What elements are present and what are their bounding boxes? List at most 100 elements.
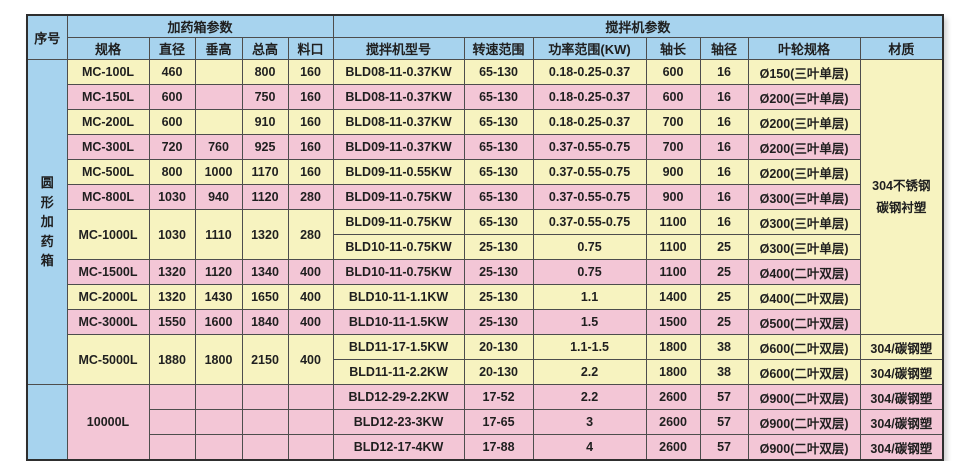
power-cell: 0.18-0.25-0.37 <box>532 59 647 85</box>
port-cell <box>287 434 334 461</box>
speed-cell: 65-130 <box>463 109 534 135</box>
diameter-cell: 1030 <box>148 209 196 260</box>
power-cell: 0.18-0.25-0.37 <box>532 109 647 135</box>
spec-cell: MC-1500L <box>66 259 150 285</box>
power-cell: 1.1 <box>532 284 647 310</box>
speed-cell: 25-130 <box>463 284 534 310</box>
table-row: BLD12-17-4KW 17-88 4 2600 57 Ø900(二叶双层) … <box>27 434 944 461</box>
shaft-diameter-cell: 16 <box>699 59 749 85</box>
table-row: MC-800L 1030 940 1120 280 BLD09-11-0.75K… <box>27 184 943 210</box>
total-height-cell: 910 <box>241 109 289 135</box>
port-cell: 160 <box>287 59 334 85</box>
table-row: MC-5000L 1880 1800 2150 400 BLD11-17-1.5… <box>27 334 944 385</box>
impeller-cell: Ø400(二叶双层) <box>747 284 861 310</box>
height-cell <box>194 409 243 435</box>
port-cell: 160 <box>287 84 334 110</box>
diameter-cell: 600 <box>148 84 196 110</box>
shaft-length-cell: 1100 <box>645 234 701 260</box>
port-cell: 400 <box>287 259 334 285</box>
speed-cell: 65-130 <box>463 84 534 110</box>
total-height-cell: 750 <box>241 84 289 110</box>
spec-cell: MC-300L <box>66 134 150 160</box>
speed-cell: 65-130 <box>463 184 534 210</box>
speed-cell: 25-130 <box>463 309 534 335</box>
category-cell-empty <box>26 384 68 461</box>
height-cell <box>194 59 243 85</box>
table-row: MC-300L 720 760 925 160 BLD09-11-0.37KW … <box>27 134 943 160</box>
impeller-cell: Ø500(二叶双层) <box>747 309 861 335</box>
model-cell: BLD12-17-4KW <box>332 434 465 461</box>
mixer-group-header: 搅拌机参数 <box>332 14 944 38</box>
shaft-length-header: 轴长 <box>645 37 701 60</box>
diameter-header: 直径 <box>148 37 196 60</box>
impeller-cell: Ø600(二叶双层) <box>747 334 861 360</box>
height-cell <box>194 84 243 110</box>
shaft-diameter-cell: 25 <box>699 284 749 310</box>
impeller-cell: Ø900(二叶双层) <box>747 434 861 461</box>
diameter-cell: 1320 <box>148 259 196 285</box>
model-cell: BLD08-11-0.37KW <box>332 109 465 135</box>
diameter-cell <box>148 384 196 410</box>
total-height-cell: 1340 <box>241 259 289 285</box>
diameter-cell: 720 <box>148 134 196 160</box>
impeller-cell: Ø400(二叶双层) <box>747 259 861 285</box>
diameter-cell <box>148 434 196 461</box>
diameter-cell: 1880 <box>148 334 196 385</box>
speed-cell: 25-130 <box>463 234 534 260</box>
table-row: MC-2000L 1320 1430 1650 400 BLD10-11-1.1… <box>27 284 943 310</box>
impeller-cell: Ø200(三叶单层) <box>747 84 861 110</box>
shaft-diameter-cell: 25 <box>699 309 749 335</box>
table-row: MC-1500L 1320 1120 1340 400 BLD10-11-0.7… <box>27 259 943 285</box>
power-header: 功率范围(KW) <box>532 37 647 60</box>
height-cell: 1120 <box>194 259 243 285</box>
power-cell: 4 <box>532 434 647 461</box>
model-cell: BLD08-11-0.37KW <box>332 84 465 110</box>
total-height-cell: 1320 <box>241 209 289 260</box>
table-row: MC-1000L 1030 1110 1320 280 BLD09-11-0.7… <box>27 209 943 260</box>
power-cell: 0.37-0.55-0.75 <box>532 159 647 185</box>
table-row: BLD12-23-3KW 17-65 3 2600 57 Ø900(二叶双层) … <box>27 409 944 435</box>
diameter-cell: 600 <box>148 109 196 135</box>
impeller-cell: Ø200(三叶单层) <box>747 134 861 160</box>
power-cell: 0.37-0.55-0.75 <box>532 134 647 160</box>
port-cell: 400 <box>287 334 334 385</box>
spec-cell: MC-150L <box>66 84 150 110</box>
speed-cell: 65-130 <box>463 209 534 235</box>
port-header: 料口 <box>287 37 334 60</box>
spec-cell: MC-1000L <box>66 209 150 260</box>
port-cell <box>287 384 334 410</box>
power-cell: 0.75 <box>532 234 647 260</box>
impeller-cell: Ø300(三叶单层) <box>747 234 861 260</box>
shaft-length-cell: 2600 <box>645 384 701 410</box>
total-height-cell <box>241 434 289 461</box>
port-cell: 400 <box>287 309 334 335</box>
table-row: 10000L BLD12-29-2.2KW 17-52 2.2 2600 57 … <box>26 384 944 461</box>
shaft-length-cell: 1500 <box>645 309 701 335</box>
speed-cell: 20-130 <box>463 359 534 385</box>
diameter-cell: 460 <box>148 59 196 85</box>
height-header: 垂高 <box>194 37 243 60</box>
port-cell: 280 <box>287 209 334 260</box>
impeller-cell: Ø200(三叶单层) <box>747 109 861 135</box>
shaft-length-cell: 900 <box>645 184 701 210</box>
spec-cell: 10000L <box>66 384 150 461</box>
port-cell <box>287 409 334 435</box>
table-row: BLD10-11-0.75KW 25-130 0.75 1100 25 Ø300… <box>27 234 943 260</box>
total-height-cell: 1170 <box>241 159 289 185</box>
table-row: MC-500L 800 1000 1170 160 BLD09-11-0.55K… <box>27 159 943 185</box>
table-row: MC-200L 600 910 160 BLD08-11-0.37KW 65-1… <box>27 109 943 135</box>
power-cell: 2.2 <box>532 384 647 410</box>
table-row: MC-150L 600 750 160 BLD08-11-0.37KW 65-1… <box>27 84 943 110</box>
total-height-cell: 1650 <box>241 284 289 310</box>
shaft-diameter-cell: 25 <box>699 234 749 260</box>
shaft-diameter-cell: 16 <box>699 109 749 135</box>
shaft-diameter-cell: 57 <box>699 409 749 435</box>
model-cell: BLD09-11-0.75KW <box>332 184 465 210</box>
diameter-cell: 800 <box>148 159 196 185</box>
model-cell: BLD10-11-0.75KW <box>332 259 465 285</box>
material-cell: 304/碳钢塑 <box>859 434 944 461</box>
speed-cell: 65-130 <box>463 134 534 160</box>
height-cell <box>194 384 243 410</box>
impeller-cell: Ø300(三叶单层) <box>747 184 861 210</box>
speed-cell: 17-88 <box>463 434 534 461</box>
